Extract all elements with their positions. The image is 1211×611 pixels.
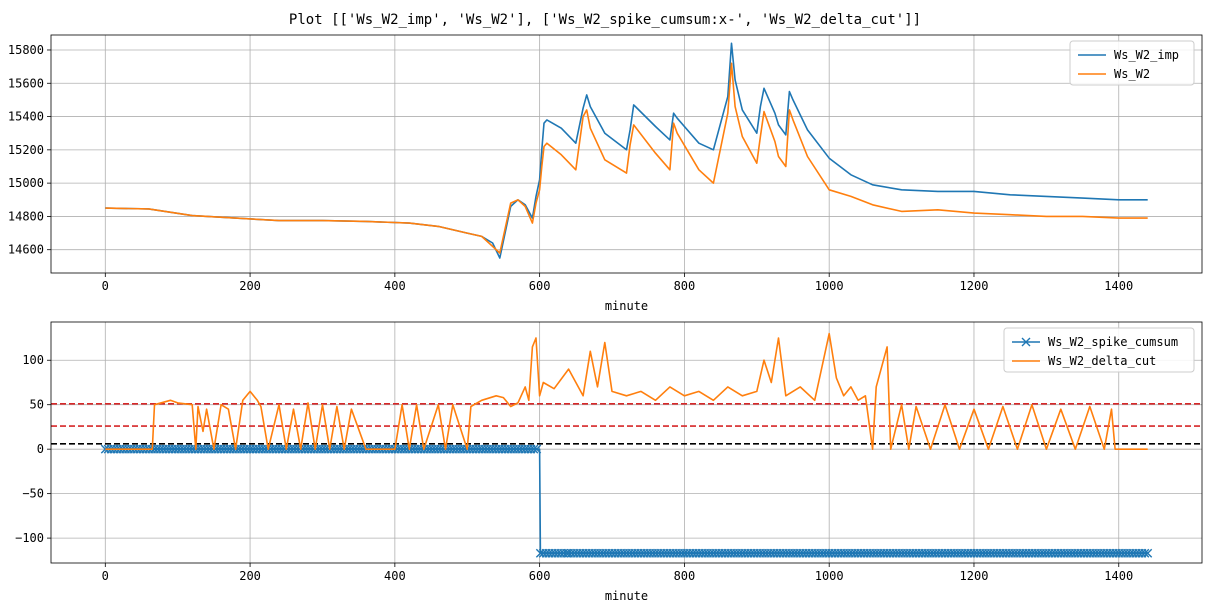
legend: Ws_W2_spike_cumsum Ws_W2_delta_cut xyxy=(1003,327,1195,373)
x-tick-label: 400 xyxy=(384,279,406,293)
x-axis-label: minute xyxy=(605,589,648,603)
y-tick-label: 50 xyxy=(30,398,44,412)
legend-label: Ws_W2_spike_cumsum xyxy=(1048,335,1178,349)
series-marker xyxy=(1140,548,1150,558)
y-tick-label: 100 xyxy=(22,353,44,367)
series-marker xyxy=(529,444,539,454)
x-tick-label: 400 xyxy=(384,569,406,583)
y-tick-label: 15000 xyxy=(8,176,44,190)
y-tick-label: 15800 xyxy=(8,43,44,57)
x-tick-label: 1200 xyxy=(960,279,989,293)
figure-title: Plot [['Ws_W2_imp', 'Ws_W2'], ['Ws_W2_sp… xyxy=(289,12,921,28)
legend-label: Ws_W2 xyxy=(1114,67,1150,81)
x-tick-label: 1000 xyxy=(815,279,844,293)
y-tick-label: 0 xyxy=(37,442,44,456)
grid-lines xyxy=(51,35,1202,273)
legend-label: Ws_W2_delta_cut xyxy=(1048,354,1156,368)
x-tick-label: 800 xyxy=(674,569,696,583)
series-marker xyxy=(532,444,542,454)
legend-marker xyxy=(1021,337,1031,347)
y-tick-label: 14800 xyxy=(8,209,44,223)
plot-area xyxy=(105,42,1148,259)
series-marker xyxy=(1143,548,1153,558)
x-tick-label: 1400 xyxy=(1104,569,1133,583)
y-tick-label: −50 xyxy=(22,487,44,501)
y-tick-label: 15200 xyxy=(8,143,44,157)
x-tick-label: 800 xyxy=(674,279,696,293)
top-subplot: 0 200 400 600 800 1000 1200 1400 14600 14800 15000… xyxy=(8,34,1203,313)
series-line-Ws_W2 xyxy=(105,62,1148,254)
y-tick-label: 14600 xyxy=(8,243,44,257)
axes-frame xyxy=(50,321,1203,564)
y-tick-label: −100 xyxy=(15,531,44,545)
x-tick-label: 600 xyxy=(529,569,551,583)
x-axis-label: minute xyxy=(605,299,648,313)
x-tick-label: 1200 xyxy=(960,569,989,583)
series-line-Ws_W2_imp xyxy=(105,42,1148,259)
plot-area xyxy=(51,332,1202,558)
y-tick-label: 15400 xyxy=(8,110,44,124)
x-tick-label: 0 xyxy=(102,569,109,583)
legend-box xyxy=(1003,327,1195,373)
x-tick-label: 1000 xyxy=(815,569,844,583)
x-tick-label: 200 xyxy=(239,279,261,293)
bottom-subplot: 0 200 400 600 800 1000 1200 1400 −100 −50 0 50 100 mi… xyxy=(15,321,1203,603)
x-tick-label: 200 xyxy=(239,569,261,583)
series-line-Ws_W2_spike_cumsum xyxy=(105,448,1148,555)
legend-label: Ws_W2_imp xyxy=(1114,48,1179,62)
x-tick-label: 1400 xyxy=(1104,279,1133,293)
legend: Ws_W2_imp Ws_W2 xyxy=(1069,40,1195,86)
x-tick-label: 0 xyxy=(102,279,109,293)
y-tick-label: 15600 xyxy=(8,76,44,90)
series-line-Ws_W2_delta_cut xyxy=(105,332,1148,451)
x-tick-label: 600 xyxy=(529,279,551,293)
axes-frame xyxy=(50,34,1203,274)
